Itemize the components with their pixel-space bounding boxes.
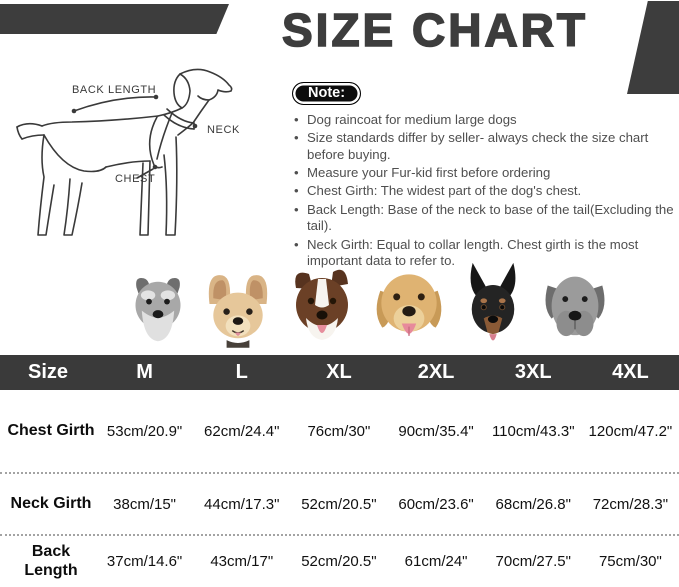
note-item: Neck Girth: Equal to collar length. Ches… <box>292 237 679 270</box>
table-cell: 62cm/24.4" <box>204 422 280 440</box>
size-table-header: Size M L XL 2XL 3XL 4XL <box>0 355 679 390</box>
note-item: Back Length: Base of the neck to base of… <box>292 202 679 235</box>
dog-measurement-diagram: BACK LENGTH NECK CHEST <box>10 58 290 260</box>
note-item: Chest Girth: The widest part of the dog'… <box>292 183 679 200</box>
dog-outline-drawing <box>16 68 233 236</box>
schnauzer-photo <box>135 277 181 342</box>
border-collie-photo <box>295 269 348 340</box>
french-bulldog-photo <box>208 275 268 349</box>
column-header-2xl: 2XL <box>417 361 455 383</box>
table-cell: 52cm/20.5" <box>301 495 377 513</box>
note-section: Note: Dog raincoat for medium large dogs… <box>292 82 679 271</box>
table-cell: 110cm/43.3" <box>491 422 575 440</box>
column-header-l: L <box>235 361 248 383</box>
header-right-bar <box>627 1 679 94</box>
table-row-chest-girth: Chest Girth 53cm/20.9" 62cm/24.4" 76cm/3… <box>0 390 679 474</box>
note-badge: Note: <box>292 82 362 105</box>
table-row-neck-girth: Neck Girth 38cm/15" 44cm/17.3" 52cm/20.5… <box>0 474 679 536</box>
note-item: Dog raincoat for medium large dogs <box>292 112 679 129</box>
table-cell: 38cm/15" <box>113 495 176 513</box>
column-header-xl: XL <box>326 361 352 383</box>
row-label: Chest Girth <box>7 421 95 439</box>
golden-retriever-photo <box>376 274 442 336</box>
header-left-bar <box>0 4 229 34</box>
table-cell: 72cm/28.3" <box>592 495 669 513</box>
great-dane-photo <box>545 276 605 337</box>
size-table: Size M L XL 2XL 3XL 4XL Chest Girth 53cm… <box>0 355 679 587</box>
table-cell: 37cm/14.6" <box>106 553 183 570</box>
column-header-4xl: 4XL <box>612 361 649 383</box>
table-cell: 68cm/26.8" <box>495 495 571 513</box>
diagram-label-chest: CHEST <box>115 173 156 185</box>
note-item: Size standards differ by seller- always … <box>292 130 679 163</box>
diagram-label-back-length: BACK LENGTH <box>72 84 157 96</box>
page-title: SIZE CHART <box>281 3 588 57</box>
table-cell: 44cm/17.3" <box>204 495 280 513</box>
table-cell: 61cm/24" <box>404 553 468 570</box>
column-header-3xl: 3XL <box>514 361 552 383</box>
column-header-size: Size <box>27 361 69 383</box>
column-header-m: M <box>136 361 153 383</box>
row-label: Neck Girth <box>10 494 92 512</box>
doberman-photo <box>470 263 516 341</box>
note-item: Measure your Fur-kid first before orderi… <box>292 165 679 182</box>
row-label: Back Length <box>24 543 78 579</box>
table-cell: 70cm/27.5" <box>495 553 571 570</box>
table-cell: 120cm/47.2" <box>588 422 673 440</box>
table-cell: 90cm/35.4" <box>398 422 474 440</box>
table-cell: 75cm/30" <box>598 553 662 570</box>
table-cell: 52cm/20.5" <box>301 553 377 570</box>
note-list: Dog raincoat for medium large dogs Size … <box>292 112 679 269</box>
table-cell: 53cm/20.9" <box>106 422 183 440</box>
table-row-back-length: Back Length 37cm/14.6" 43cm/17" 52cm/20.… <box>0 536 679 587</box>
dog-photos-row <box>122 258 614 350</box>
table-cell: 76cm/30" <box>307 422 371 440</box>
table-cell: 60cm/23.6" <box>398 495 474 513</box>
table-cell: 43cm/17" <box>210 553 274 570</box>
diagram-label-neck: NECK <box>207 124 240 136</box>
